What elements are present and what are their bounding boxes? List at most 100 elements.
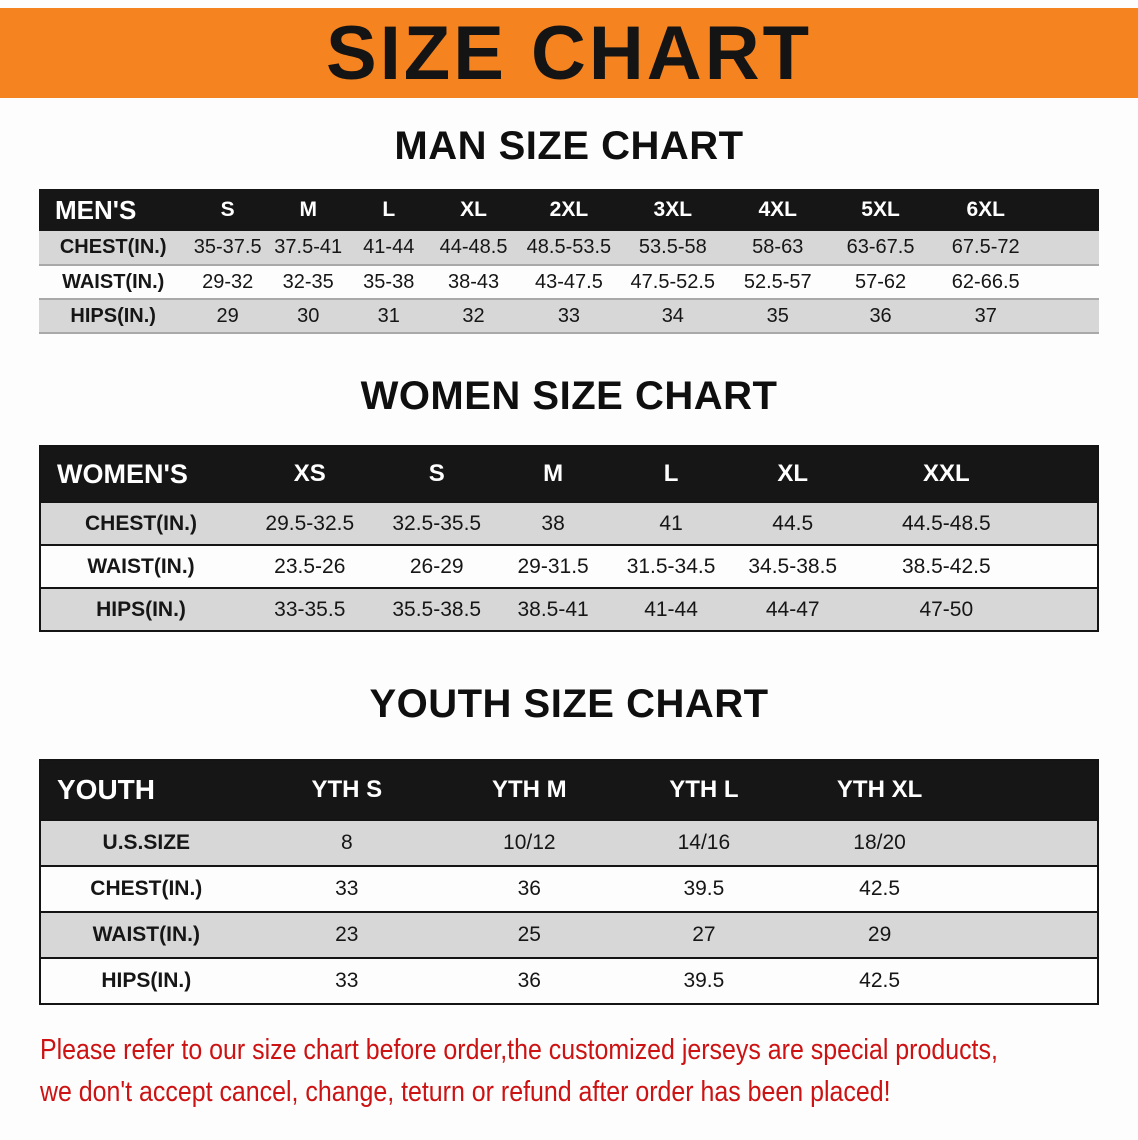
size-value-cell: 31.5-34.5 — [626, 554, 716, 578]
footer-disclaimer: Please refer to our size chart before or… — [40, 1029, 1138, 1113]
size-value-cell: 44.5-48.5 — [901, 511, 991, 535]
size-value-cell: 35.5-38.5 — [392, 597, 482, 621]
size-value-cell: 42.5 — [859, 969, 901, 992]
size-value-cell: 58-63 — [752, 236, 804, 258]
size-value-cell: 18/20 — [853, 831, 906, 854]
size-value-cell: 29 — [216, 304, 239, 327]
size-column-header: 3XL — [653, 198, 693, 221]
size-column-header: M — [299, 198, 317, 221]
disclaimer-line-1: Please refer to our size chart before or… — [40, 1034, 998, 1066]
size-column-header: YTH XL — [836, 776, 923, 803]
size-value-cell: 36 — [869, 304, 892, 327]
size-value-cell: 43-47.5 — [535, 270, 603, 293]
size-value-cell: 29.5-32.5 — [265, 511, 355, 535]
men-section: MAN SIZE CHART MEN'S S M L XL 2XL 3XL 4XL 5XL 6XL… — [0, 124, 1138, 334]
size-value-cell: 33 — [335, 877, 359, 900]
size-value-cell: 41-44 — [363, 236, 415, 258]
table-row: CHEST(IN.) 29.5-32.5 32.5-35.5 38 41 44.5 44.5… — [40, 502, 1098, 545]
size-value-cell: 31 — [377, 304, 400, 327]
row-label: CHEST(IN.) — [59, 236, 167, 258]
size-value-cell: 39.5 — [683, 877, 725, 900]
size-value-cell: 33 — [335, 969, 359, 992]
table-row: CHEST(IN.) 35-37.5 37.5-41 41-44 44-48.5 48.5… — [39, 231, 1099, 265]
size-value-cell: 47.5-52.5 — [630, 270, 716, 293]
table-row: HIPS(IN.) 29 30 31 32 33 34 35 36 37 — [39, 299, 1099, 333]
size-value-cell: 33 — [557, 304, 581, 327]
size-value-cell: 44-47 — [765, 597, 820, 621]
table-title-cell: YOUTH — [57, 774, 155, 805]
table-title-cell: MEN'S — [55, 194, 137, 225]
size-value-cell: 36 — [517, 877, 541, 900]
size-chart-banner: SIZE CHART — [0, 8, 1138, 98]
row-label: WAIST(IN.) — [92, 923, 200, 946]
size-value-cell: 41 — [659, 511, 683, 535]
size-value-cell: 38.5-42.5 — [901, 554, 991, 578]
size-value-cell: 32-35 — [282, 270, 334, 293]
size-value-cell: 32 — [462, 304, 485, 327]
size-value-cell: 35-38 — [363, 270, 415, 293]
table-row: WAIST(IN.) 29-32 32-35 35-38 38-43 43-47.5 47.… — [39, 265, 1099, 299]
table-row: WAIST(IN.) 23 25 27 29 — [40, 912, 1098, 958]
size-value-cell: 8 — [340, 831, 353, 854]
size-column-header: XS — [293, 460, 326, 487]
disclaimer-line-2: we don't accept cancel, change, teturn o… — [40, 1076, 891, 1108]
size-value-cell: 23 — [335, 923, 359, 946]
size-column-header: 2XL — [549, 198, 589, 221]
men-size-table: MEN'S S M L XL 2XL 3XL 4XL 5XL 6XL CHEST(IN.) 35-3… — [39, 189, 1099, 334]
table-row: HIPS(IN.) 33-35.5 35.5-38.5 38.5-41 41-44 44-… — [40, 588, 1098, 631]
size-value-cell: 38-43 — [447, 270, 500, 293]
row-label: CHEST(IN.) — [90, 877, 203, 900]
size-value-cell: 29 — [867, 923, 892, 946]
row-label: U.S.SIZE — [102, 831, 191, 854]
size-column-header: XXL — [922, 460, 970, 487]
size-value-cell: 47-50 — [919, 597, 974, 621]
size-value-cell: 23.5-26 — [274, 554, 346, 578]
table-row: WAIST(IN.) 23.5-26 26-29 29-31.5 31.5-34.5 34… — [40, 545, 1098, 588]
youth-section: YOUTH SIZE CHART YOUTH YTH S YTH M YTH L YTH… — [0, 682, 1138, 1005]
youth-size-table: YOUTH YTH S YTH M YTH L YTH XL U.S.SIZE 8 10/1… — [39, 759, 1099, 1005]
size-value-cell: 37 — [974, 304, 997, 327]
men-table-header-row: MEN'S S M L XL 2XL 3XL 4XL 5XL 6XL — [39, 189, 1099, 231]
size-value-cell: 35 — [766, 304, 789, 327]
size-column-header: XL — [777, 460, 809, 487]
size-value-cell: 35-37.5 — [193, 236, 262, 258]
page-title: SIZE CHART — [326, 10, 812, 96]
row-label: HIPS(IN.) — [101, 969, 192, 992]
size-column-header: M — [543, 460, 564, 487]
size-column-header: 5XL — [861, 198, 900, 221]
size-column-header: YTH S — [311, 776, 383, 803]
size-value-cell: 29-32 — [202, 270, 254, 293]
men-section-heading: MAN SIZE CHART — [394, 124, 744, 168]
size-column-header: YTH M — [491, 776, 567, 803]
size-column-header: L — [382, 198, 396, 221]
women-table-header-row: WOMEN'S XS S M L XL XXL — [40, 446, 1098, 502]
youth-table-header-row: YOUTH YTH S YTH M YTH L YTH XL — [40, 760, 1098, 820]
size-value-cell: 27 — [692, 923, 716, 946]
youth-section-heading: YOUTH SIZE CHART — [369, 682, 769, 726]
size-value-cell: 29-31.5 — [517, 554, 589, 578]
row-label: WAIST(IN.) — [62, 270, 165, 293]
size-value-cell: 30 — [297, 304, 320, 327]
size-column-header: YTH L — [669, 776, 739, 803]
women-size-table: WOMEN'S XS S M L XL XXL CHEST(IN.) 29.5-32.5 32.… — [39, 445, 1099, 632]
size-value-cell: 41-44 — [644, 597, 698, 621]
size-value-cell: 37.5-41 — [274, 236, 343, 258]
size-value-cell: 44.5 — [772, 511, 814, 535]
table-row: CHEST(IN.) 33 36 39.5 42.5 — [40, 866, 1098, 912]
row-label: HIPS(IN.) — [70, 304, 156, 327]
women-section-heading: WOMEN SIZE CHART — [360, 374, 778, 418]
size-value-cell: 34.5-38.5 — [748, 554, 838, 578]
size-value-cell: 57-62 — [854, 270, 907, 293]
row-label: HIPS(IN.) — [96, 597, 186, 621]
men-table-body: CHEST(IN.) 35-37.5 37.5-41 41-44 44-48.5 48.5… — [39, 231, 1099, 333]
size-value-cell: 42.5 — [859, 877, 901, 900]
row-label: WAIST(IN.) — [87, 554, 195, 578]
size-value-cell: 32.5-35.5 — [392, 511, 482, 535]
table-title-cell: WOMEN'S — [57, 458, 188, 489]
size-column-header: L — [663, 460, 679, 487]
table-row: U.S.SIZE 8 10/12 14/16 18/20 — [40, 820, 1098, 866]
size-column-header: S — [428, 460, 445, 487]
youth-table-body: U.S.SIZE 8 10/12 14/16 18/20 CHEST(IN.) 33 36 39… — [40, 820, 1098, 1004]
size-value-cell: 52.5-57 — [743, 270, 812, 293]
women-section: WOMEN SIZE CHART WOMEN'S XS S M L XL XXL CHEST… — [0, 374, 1138, 632]
